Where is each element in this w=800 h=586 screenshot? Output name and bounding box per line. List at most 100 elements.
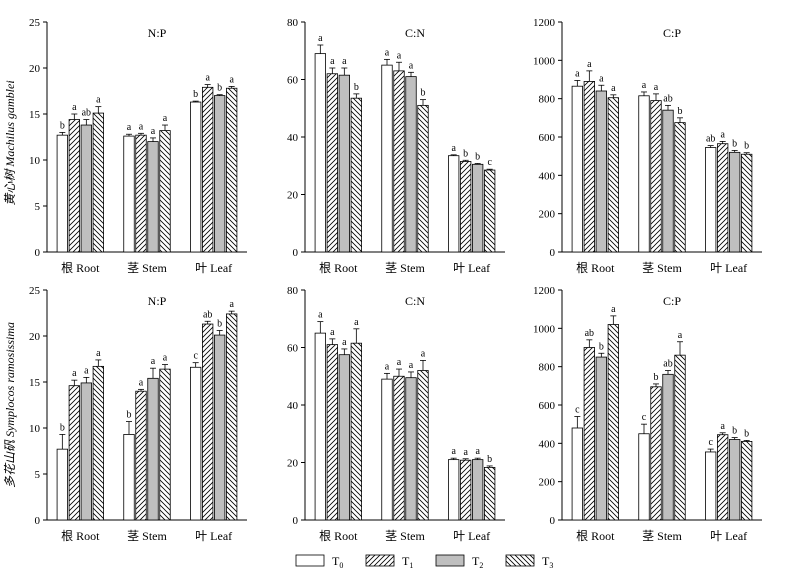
bar [190, 366, 202, 521]
bar [326, 344, 338, 521]
significance-label: a [139, 377, 144, 388]
significance-label: a [475, 446, 480, 457]
significance-label: b [60, 120, 65, 131]
y-tick-label: 0 [35, 247, 41, 259]
significance-label: c [575, 405, 580, 416]
bar [717, 434, 729, 521]
bar [147, 377, 159, 521]
y-tick-label: 60 [287, 343, 299, 355]
bar [638, 433, 650, 521]
significance-label: a [409, 360, 414, 371]
significance-label: ab [706, 134, 715, 145]
category-label: 根 Root [319, 529, 358, 543]
category-label: 茎 Stem [127, 261, 167, 275]
bar [226, 313, 238, 521]
category-label: 茎 Stem [385, 529, 425, 543]
significance-label: a [451, 143, 456, 154]
legend-swatch [505, 554, 535, 567]
significance-label: b [421, 88, 426, 99]
significance-label: a [642, 80, 647, 91]
y-tick-label: 600 [539, 400, 556, 412]
significance-label: ab [585, 328, 594, 339]
y-tick-label: 1200 [533, 285, 556, 297]
significance-label: a [720, 129, 725, 140]
bar [472, 459, 484, 521]
y-tick-label: 5 [35, 469, 41, 481]
category-label: 茎 Stem [642, 529, 682, 543]
bar [202, 86, 214, 253]
bar [381, 378, 393, 521]
significance-label: a [575, 68, 580, 79]
significance-label: c [708, 437, 713, 448]
y-tick-label: 20 [287, 458, 299, 470]
significance-label: b [354, 82, 359, 93]
y-tick-label: 1000 [533, 55, 556, 67]
significance-label: a [139, 121, 144, 132]
bar [381, 64, 393, 253]
bar [135, 134, 147, 253]
y-tick-label: 20 [287, 190, 299, 202]
bar [338, 354, 350, 521]
bar [68, 385, 80, 521]
bar [607, 97, 619, 253]
bar [638, 95, 650, 253]
significance-label: c [487, 157, 492, 168]
bar [717, 143, 729, 253]
bar [338, 74, 350, 253]
significance-label: a [84, 365, 89, 376]
significance-label: a [72, 368, 77, 379]
significance-label: b [217, 318, 222, 329]
significance-label: b [599, 341, 604, 352]
bar [190, 101, 202, 253]
panel-title: N:P [148, 294, 167, 308]
significance-label: b [654, 372, 659, 383]
category-label: 茎 Stem [642, 261, 682, 275]
bar [314, 332, 326, 521]
significance-label: c [193, 351, 198, 362]
significance-label: a [342, 56, 347, 67]
category-label: 叶 Leaf [710, 529, 747, 543]
bar [705, 147, 717, 253]
y-tick-label: 0 [550, 247, 556, 259]
y-tick-label: 80 [287, 17, 299, 29]
significance-label: a [229, 74, 234, 85]
row-label-machilus: 黄心树 Machilus gamblei [3, 80, 17, 205]
significance-label: ab [663, 93, 672, 104]
significance-label: a [678, 330, 683, 341]
significance-label: b [744, 428, 749, 439]
bar [123, 434, 135, 521]
bar [417, 370, 429, 521]
category-label: 根 Root [319, 261, 358, 275]
y-tick-label: 60 [287, 75, 299, 87]
bar [405, 377, 417, 521]
significance-label: a [611, 304, 616, 315]
significance-label: b [60, 422, 65, 433]
category-label: 叶 Leaf [453, 261, 490, 275]
y-tick-label: 600 [539, 132, 556, 144]
significance-label: a [330, 327, 335, 338]
bar [607, 324, 619, 521]
significance-label: b [678, 106, 683, 117]
category-label: 根 Root [61, 261, 100, 275]
bar [448, 459, 460, 521]
significance-label: a [385, 361, 390, 372]
significance-label: a [654, 82, 659, 93]
bar [674, 122, 686, 253]
y-tick-label: 10 [29, 155, 41, 167]
bar [472, 163, 484, 253]
bar [214, 95, 226, 253]
bar [417, 104, 429, 253]
significance-label: a [611, 83, 616, 94]
bar [68, 119, 80, 253]
y-tick-label: 15 [29, 377, 41, 389]
bar [741, 153, 753, 253]
legend-swatch [365, 554, 395, 567]
legend-label: T2 [472, 554, 483, 570]
category-label: 叶 Leaf [710, 261, 747, 275]
significance-label: a [229, 299, 234, 310]
